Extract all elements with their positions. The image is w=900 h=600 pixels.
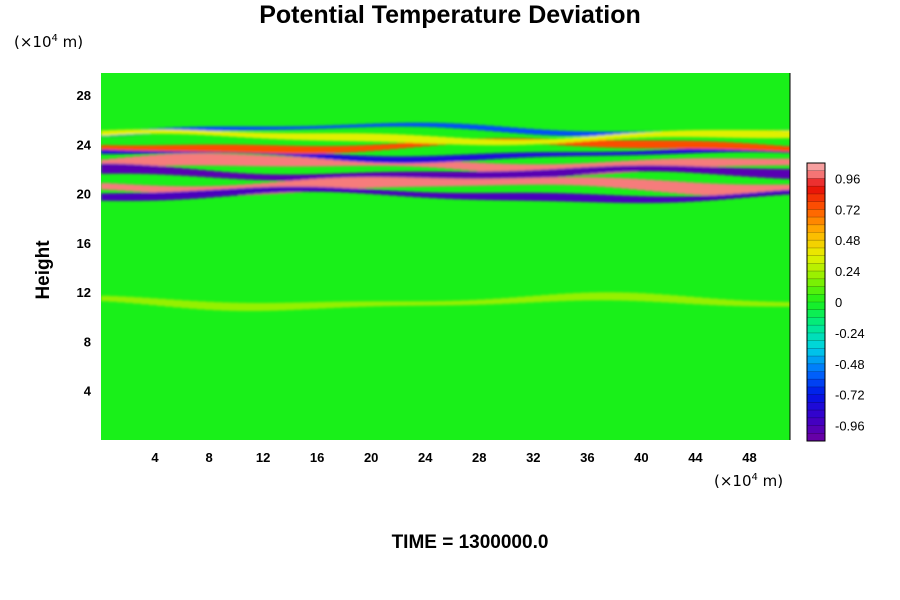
colorbar-segment	[807, 178, 825, 187]
colorbar-tick-label: 0.72	[835, 202, 860, 217]
colorbar-segment	[807, 170, 825, 179]
colorbar-segment	[807, 332, 825, 342]
colorbar-segment	[807, 186, 825, 195]
colorbar-segment	[807, 363, 825, 372]
colorbar-segment	[807, 386, 825, 396]
field-band	[101, 292, 790, 312]
colorbar-segment	[807, 317, 825, 326]
colorbar-segment	[807, 240, 825, 249]
colorbar-tick-label: 0	[835, 295, 842, 310]
colorbar-segment	[807, 325, 825, 334]
x-tick-label: 28	[472, 450, 486, 465]
colorbar-segment	[807, 294, 825, 303]
y-tick-label: 20	[77, 187, 91, 202]
time-label: TIME = 1300000.0	[391, 532, 549, 553]
colorbar-segment	[807, 217, 825, 226]
heatmap-field	[101, 73, 790, 440]
colorbar-segment	[807, 371, 825, 380]
colorbar-segment	[807, 224, 825, 233]
y-axis-unit: (×104 m)	[14, 33, 84, 51]
colorbar-segment	[807, 247, 825, 257]
colorbar-segment	[807, 278, 825, 288]
field-band	[101, 186, 790, 204]
y-tick-label: 4	[84, 384, 92, 399]
x-tick-label: 32	[526, 450, 540, 465]
x-tick-label: 40	[634, 450, 648, 465]
x-axis-unit: (×104 m)	[714, 472, 784, 490]
y-tick-label: 28	[77, 88, 91, 103]
x-tick-label: 16	[310, 450, 324, 465]
y-tick-label: 24	[77, 137, 92, 152]
colorbar-tick-label: -0.72	[835, 388, 865, 403]
y-tick-label: 12	[77, 285, 91, 300]
colorbar-segment	[807, 348, 825, 357]
x-tick-label: 4	[151, 450, 159, 465]
colorbar-segment	[807, 193, 825, 203]
x-tick-label: 12	[256, 450, 270, 465]
colorbar-tick-label: -0.48	[835, 357, 865, 372]
colorbar-segment	[807, 417, 825, 427]
y-tick-label: 8	[84, 334, 91, 349]
colorbar-tick-label: -0.96	[835, 419, 865, 434]
colorbar-segment	[807, 309, 825, 318]
colorbar-segment	[807, 286, 825, 295]
x-tick-label: 36	[580, 450, 594, 465]
colorbar-segment	[807, 379, 825, 388]
colorbar-segment	[807, 402, 825, 411]
field-band	[101, 129, 790, 146]
colorbar-segment	[807, 425, 825, 434]
y-tick-label: 16	[77, 236, 91, 251]
colorbar-segment	[807, 255, 825, 264]
colorbar-segment	[807, 356, 825, 365]
colorbar-segment	[807, 394, 825, 403]
colorbar-segment	[807, 433, 825, 442]
colorbar-segment	[807, 263, 825, 272]
x-tick-label: 44	[688, 450, 703, 465]
x-tick-label: 20	[364, 450, 378, 465]
colorbar-segment	[807, 302, 825, 311]
colorbar-tick-label: 0.96	[835, 171, 860, 186]
x-tick-label: 48	[742, 450, 756, 465]
colorbar-segment	[807, 271, 825, 280]
colorbar-segment	[807, 209, 825, 218]
colorbar-segment	[807, 232, 825, 241]
colorbar-segment	[807, 201, 825, 210]
y-axis: 4 8 12 16 20 24 28	[77, 88, 92, 399]
chart-title: Potential Temperature Deviation	[259, 1, 641, 29]
x-axis: 4 8 12 16 20 24 28 32 36 40 44 48	[151, 450, 756, 465]
colorbar: 0.96 0.72 0.48 0.24 0 -0.24 -0.48 -0.72 -0.96	[806, 162, 865, 442]
colorbar-tick-label: 0.24	[835, 264, 860, 279]
colorbar-segment	[807, 340, 825, 349]
colorbar-frame	[806, 162, 826, 442]
colorbar-tick-label: 0.48	[835, 233, 860, 248]
colorbar-segment	[807, 410, 825, 419]
x-tick-label: 8	[205, 450, 212, 465]
colorbar-segment	[807, 163, 825, 172]
field-band	[101, 163, 790, 183]
x-tick-label: 24	[418, 450, 433, 465]
colorbar-tick-label: -0.24	[835, 326, 865, 341]
